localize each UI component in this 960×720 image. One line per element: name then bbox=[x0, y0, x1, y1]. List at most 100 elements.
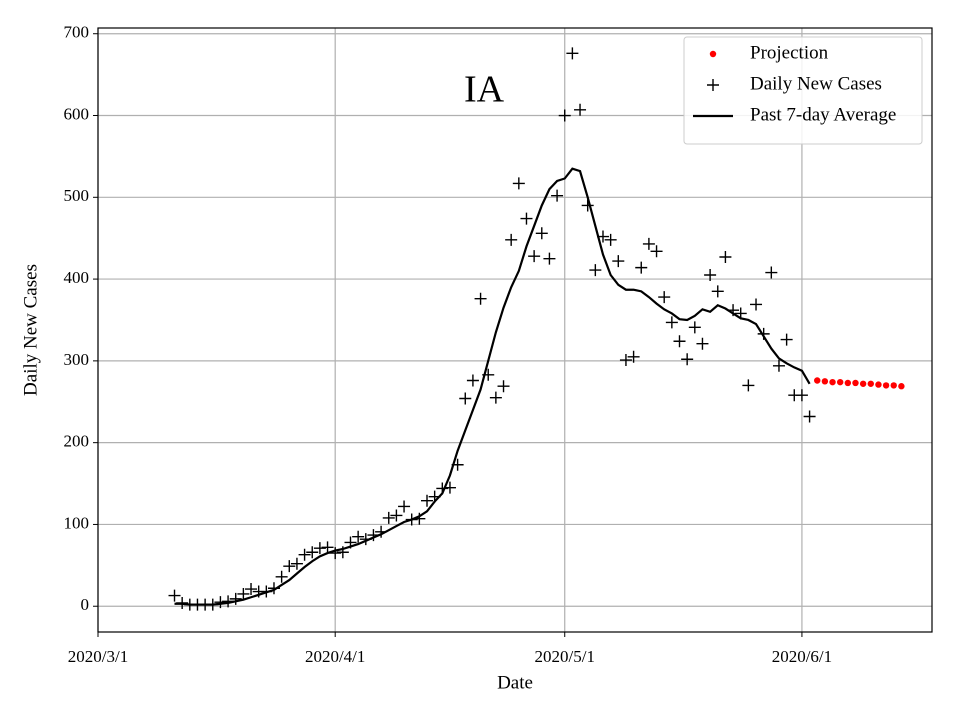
case-marker bbox=[704, 268, 717, 281]
case-marker bbox=[742, 379, 755, 392]
case-marker bbox=[696, 337, 709, 350]
case-marker bbox=[482, 368, 495, 381]
projection-dot bbox=[890, 382, 897, 389]
case-marker bbox=[176, 596, 189, 609]
case-marker bbox=[168, 589, 181, 602]
case-marker bbox=[336, 546, 349, 559]
case-marker bbox=[344, 536, 357, 549]
case-marker bbox=[574, 103, 587, 116]
projection-dot bbox=[844, 379, 852, 387]
case-marker bbox=[321, 541, 334, 554]
case-marker bbox=[612, 255, 625, 268]
projection-dot bbox=[859, 380, 867, 387]
case-marker bbox=[520, 212, 533, 225]
projection-dot bbox=[898, 383, 905, 390]
legend-box bbox=[683, 36, 923, 145]
case-marker bbox=[367, 529, 380, 542]
case-marker bbox=[627, 350, 640, 363]
case-marker bbox=[428, 490, 441, 503]
case-marker bbox=[688, 321, 701, 334]
case-marker bbox=[635, 261, 648, 274]
case-marker bbox=[451, 458, 464, 471]
case-marker bbox=[505, 233, 518, 246]
case-marker bbox=[619, 354, 632, 367]
case-marker bbox=[658, 291, 671, 304]
y-axis-label: Daily New Cases bbox=[20, 264, 41, 396]
case-marker bbox=[589, 264, 602, 277]
case-marker bbox=[665, 316, 678, 329]
case-marker bbox=[543, 252, 556, 265]
case-marker bbox=[206, 598, 219, 611]
case-marker bbox=[512, 177, 525, 190]
case-marker bbox=[405, 513, 418, 526]
legend: Projection Daily New Cases Past 7-day Aver… bbox=[683, 36, 923, 145]
case-marker bbox=[650, 245, 663, 258]
projection-dot bbox=[836, 378, 844, 386]
marks bbox=[168, 47, 905, 611]
x-axis-label: Date bbox=[497, 672, 533, 693]
case-marker bbox=[803, 410, 816, 423]
case-marker bbox=[267, 582, 280, 595]
average-line bbox=[174, 167, 811, 606]
case-marker bbox=[681, 353, 694, 366]
projection-dot bbox=[814, 377, 821, 384]
case-marker bbox=[535, 227, 548, 240]
plot-frame bbox=[97, 27, 933, 633]
projection-dot bbox=[867, 380, 874, 387]
case-marker bbox=[298, 548, 311, 561]
case-marker bbox=[359, 533, 372, 546]
case-marker bbox=[596, 230, 609, 243]
case-marker bbox=[727, 304, 740, 317]
case-marker bbox=[757, 327, 770, 340]
case-marker bbox=[581, 199, 594, 212]
axes: 0 100 200 300 400 500 600 700 2020/3/1 2020/4/1 20… bbox=[64, 23, 833, 666]
case-marker bbox=[474, 292, 487, 305]
y-tick-label: 400 bbox=[64, 268, 90, 287]
case-marker bbox=[306, 546, 319, 559]
case-marker bbox=[413, 512, 426, 525]
projection-dot bbox=[821, 378, 829, 385]
case-marker bbox=[750, 298, 763, 311]
case-marker bbox=[390, 509, 403, 522]
case-marker bbox=[711, 285, 724, 298]
case-marker bbox=[765, 266, 778, 279]
case-marker bbox=[642, 237, 655, 250]
case-marker bbox=[528, 250, 541, 263]
case-marker bbox=[558, 109, 571, 122]
projection-dot bbox=[875, 381, 882, 388]
case-marker bbox=[375, 525, 388, 538]
x-tick-label: 2020/3/1 bbox=[68, 647, 128, 666]
case-marker bbox=[719, 251, 732, 264]
y-tick-label: 500 bbox=[64, 186, 90, 205]
legend-swatch bbox=[707, 79, 719, 91]
legend-label: Projection bbox=[750, 42, 829, 63]
case-marker bbox=[313, 542, 326, 555]
case-marker bbox=[604, 233, 617, 246]
legend-label: Past 7-day Average bbox=[750, 104, 896, 125]
case-marker bbox=[290, 557, 303, 570]
case-marker bbox=[566, 47, 579, 60]
case-marker bbox=[237, 587, 250, 600]
case-marker bbox=[734, 307, 747, 320]
case-marker bbox=[229, 592, 242, 605]
case-marker bbox=[459, 392, 472, 405]
y-tick-label: 700 bbox=[64, 23, 90, 42]
case-marker bbox=[772, 359, 785, 372]
projection-dot bbox=[829, 378, 836, 386]
projection-dot bbox=[852, 379, 859, 387]
x-tick-label: 2020/4/1 bbox=[305, 647, 365, 666]
case-marker bbox=[489, 391, 502, 404]
case-marker bbox=[283, 560, 296, 573]
y-tick-label: 600 bbox=[64, 104, 90, 123]
y-tick-label: 300 bbox=[64, 350, 90, 369]
case-marker bbox=[214, 596, 227, 609]
case-marker bbox=[245, 583, 258, 596]
y-tick-label: 100 bbox=[64, 513, 90, 532]
y-tick-label: 200 bbox=[64, 432, 90, 451]
case-marker bbox=[352, 530, 365, 543]
case-marker bbox=[260, 585, 273, 598]
case-marker bbox=[382, 511, 395, 524]
projection-dot bbox=[882, 382, 890, 389]
